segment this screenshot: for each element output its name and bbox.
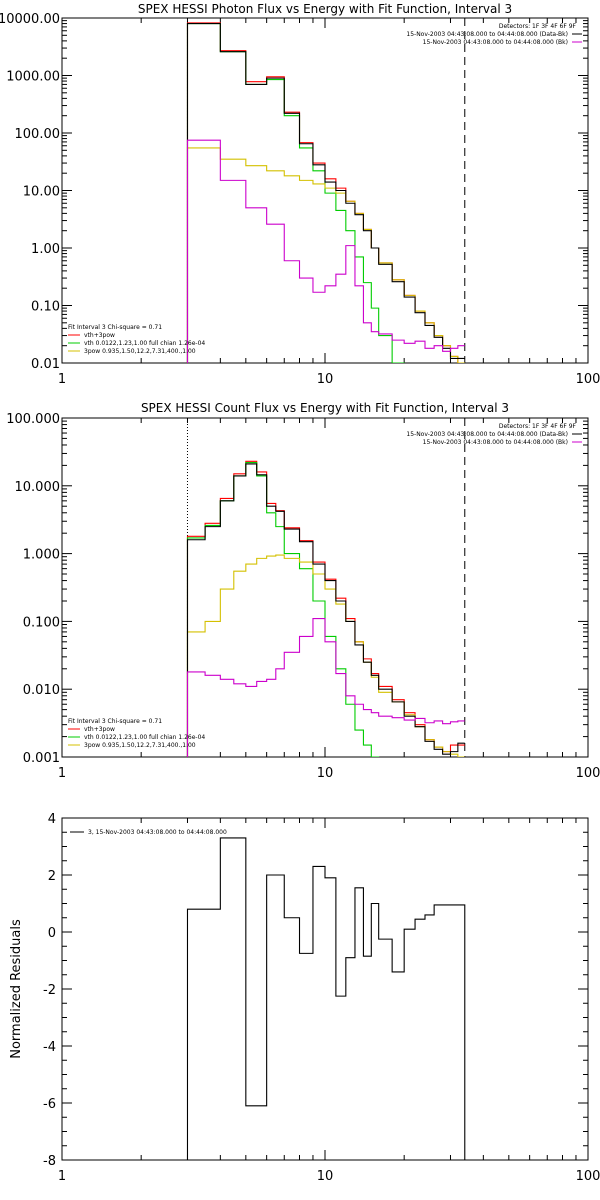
y-tick-label: 0.100	[23, 615, 60, 630]
chart-title: SPEX HESSI Photon Flux vs Energy with Fi…	[138, 2, 512, 16]
y-tick-label: 0.01	[31, 357, 60, 372]
legend-label: 3pow 0.935,1.50,12.2,7.31,400.,1.00	[84, 742, 196, 749]
series-line-3	[186, 147, 465, 363]
y-axis-label: Normalized Residuals	[9, 919, 24, 1059]
x-tick-label: 10	[317, 766, 334, 781]
x-tick-label: 100	[576, 766, 600, 781]
y-tick-label: 10000.00	[0, 12, 60, 27]
y-tick-label: 100.00	[15, 127, 61, 142]
y-tick-label: 0.001	[23, 751, 60, 766]
panel-2: SPEX HESSI Count Flux vs Energy with Fit…	[6, 401, 600, 781]
legend-label: 3pow 0.935,1.50,12.2,7.31,400.,1.00	[84, 348, 196, 355]
legend-header: Detectors: 1F 3F 4F 6F 9F	[499, 23, 577, 30]
y-tick-label: -4	[43, 1040, 56, 1055]
y-tick-label: -6	[43, 1097, 56, 1112]
y-tick-label: 2	[48, 869, 56, 884]
legend-label: vth 0.0122,1.23,1.00 full chian 1.26e-04	[84, 340, 205, 347]
legend-fit-label: Fit Interval 3 Chi-square = 0.71	[68, 324, 162, 331]
legend-data-label: 15-Nov-2003 04:43:08.000 to 04:44:08.000…	[406, 431, 568, 438]
legend-data-label: 15-Nov-2003 04:43:08.000 to 04:44:08.000…	[423, 439, 568, 446]
y-tick-label: -8	[43, 1154, 56, 1169]
x-tick-label: 1	[58, 372, 66, 387]
panel-1: SPEX HESSI Photon Flux vs Energy with Fi…	[0, 2, 600, 387]
x-tick-label: 1	[58, 1169, 66, 1184]
series-group	[186, 837, 466, 1160]
series-line-2	[186, 23, 405, 363]
series-line-5	[186, 139, 465, 363]
legend-label: vth 0.0122,1.23,1.00 full chian 1.26e-04	[84, 734, 205, 741]
x-tick-label: 100	[576, 372, 600, 387]
legend-data-label: 15-Nov-2003 04:43:08.000 to 04:44:08.000…	[406, 31, 568, 38]
x-tick-label: 10	[317, 1169, 334, 1184]
series-line-5	[186, 618, 465, 757]
y-tick-label: 1.000	[23, 548, 60, 563]
series-group	[186, 22, 465, 363]
series-group	[186, 460, 465, 757]
x-tick-label: 100	[576, 1169, 600, 1184]
y-tick-label: 0.010	[23, 683, 60, 698]
y-tick-label: 0	[48, 926, 56, 941]
y-tick-label: 10.000	[15, 480, 61, 495]
x-tick-label: 10	[317, 372, 334, 387]
chart-title: SPEX HESSI Count Flux vs Energy with Fit…	[141, 401, 509, 415]
legend-label: vth+3pow	[84, 726, 115, 733]
series-line-4	[186, 463, 465, 757]
series-line-1	[186, 837, 466, 1160]
y-tick-label: 1.00	[31, 242, 60, 257]
series-line-4	[186, 23, 465, 363]
y-tick-label: 4	[48, 812, 56, 827]
legend-fit-label: Fit Interval 3 Chi-square = 0.71	[68, 718, 162, 725]
legend-data-label: 15-Nov-2003 04:43:08.000 to 04:44:08.000…	[423, 39, 568, 46]
legend-header: Detectors: 1F 3F 4F 6F 9F	[499, 423, 577, 430]
panel-3: 1 10 100 4 2 0 -2 -4 -6 -8 Normalized Residuals 3, …	[9, 812, 600, 1184]
y-tick-label: 10.00	[23, 185, 60, 200]
x-tick-label: 1	[58, 766, 66, 781]
y-tick-label: 0.10	[31, 300, 60, 315]
legend-label: vth+3pow	[84, 332, 115, 339]
series-line-1	[186, 460, 465, 757]
y-tick-label: 1000.00	[6, 70, 60, 85]
y-tick-label: 100.000	[6, 412, 60, 427]
legend-label: 3, 15-Nov-2003 04:43:08.000 to 04:44:08.…	[88, 829, 227, 836]
y-tick-label: -2	[43, 983, 56, 998]
series-line-2	[186, 462, 380, 757]
